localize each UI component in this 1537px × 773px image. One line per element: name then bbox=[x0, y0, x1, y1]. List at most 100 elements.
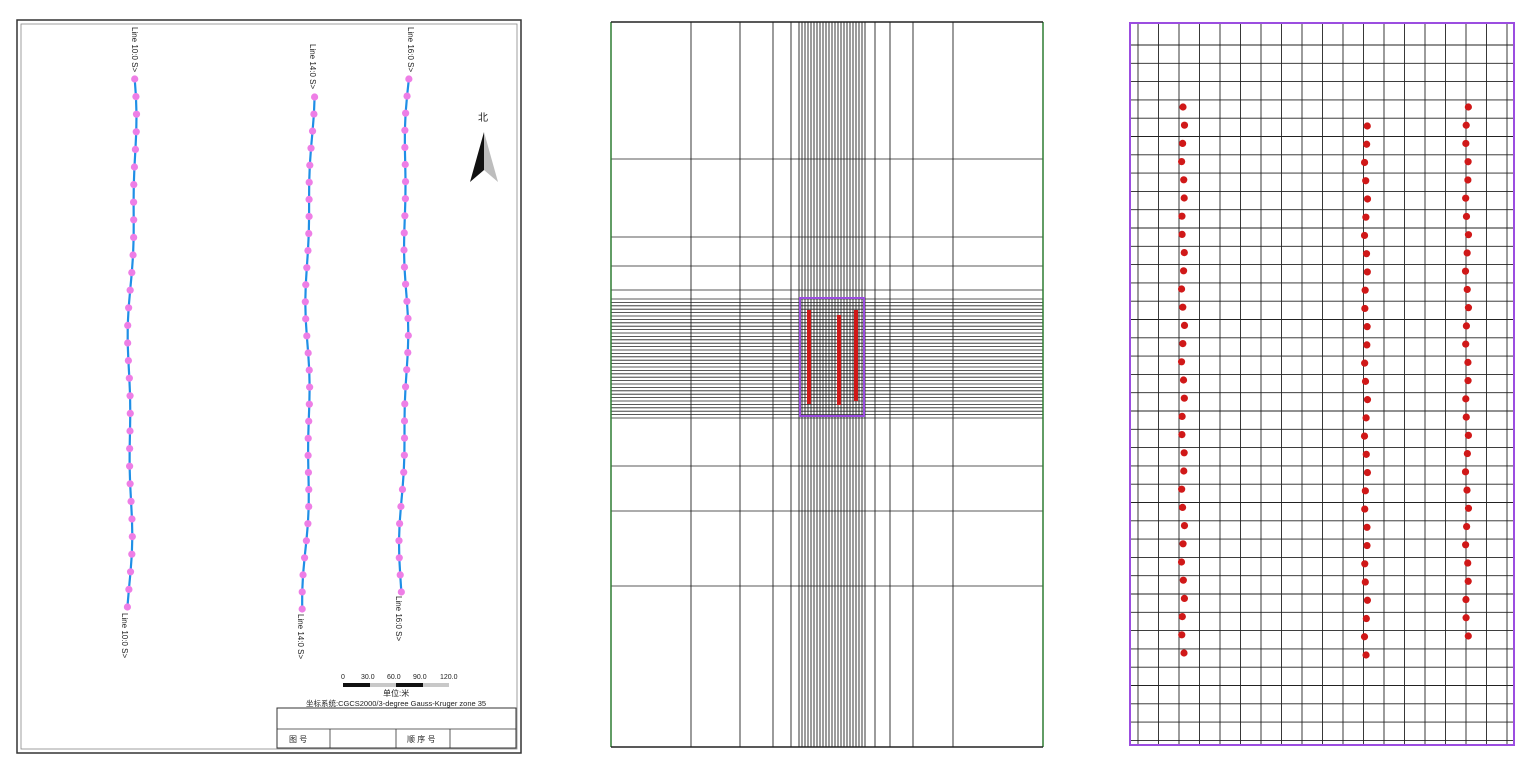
line-10-station bbox=[123, 603, 132, 611]
line-10-electrode-point bbox=[1179, 103, 1187, 111]
line-16-electrode-point bbox=[1464, 231, 1473, 239]
line-14-electrode-point bbox=[1360, 432, 1369, 440]
scale-segment bbox=[343, 683, 370, 687]
line-14-station bbox=[298, 588, 306, 596]
line-10-station bbox=[124, 357, 132, 365]
line-16-electrode-point bbox=[1464, 632, 1472, 640]
line-14-station bbox=[305, 178, 313, 186]
line-14-station bbox=[305, 503, 313, 511]
line-10-station bbox=[124, 339, 132, 347]
line-16-electrode-point bbox=[1462, 541, 1470, 549]
line-14-electrode-point bbox=[1363, 268, 1371, 276]
line-10-electrode-point bbox=[1180, 194, 1188, 202]
line-10-station bbox=[126, 409, 134, 417]
line-16-station bbox=[396, 520, 404, 528]
line-10-electrode-point bbox=[1179, 576, 1187, 584]
line-10-electrode-point bbox=[1180, 594, 1189, 603]
electrode-grid-frame bbox=[1129, 22, 1515, 746]
line-14-electrode-point bbox=[1363, 341, 1371, 349]
title-block: 图 号 顺 序 号 bbox=[276, 707, 517, 749]
line-10-electrode-point bbox=[1179, 303, 1187, 311]
line-10-station bbox=[126, 427, 134, 435]
line-10-station bbox=[129, 251, 137, 259]
line-10-electrode-point bbox=[1178, 431, 1186, 439]
drawing-number-label: 图 号 bbox=[289, 735, 307, 744]
line-16-station bbox=[400, 229, 408, 237]
electrode-points bbox=[1177, 103, 1473, 659]
line-10-electrode-point bbox=[1180, 121, 1189, 129]
scale-tick-label: 60.0 bbox=[387, 674, 401, 681]
line-16-station bbox=[403, 366, 411, 374]
line-14-top-label: Line 14:0 S> bbox=[308, 44, 317, 89]
line-10-station bbox=[131, 145, 140, 153]
line-14-electrode-point bbox=[1361, 578, 1369, 586]
survey-map-panel: Line 10:0 S> Line 14:0 S> Line 16:0 S> L… bbox=[16, 19, 522, 754]
line-16-electrode-point bbox=[1461, 267, 1470, 275]
scale-tick-label: 30.0 bbox=[361, 674, 375, 681]
line-16-electrode-point bbox=[1462, 194, 1470, 202]
line-10-electrode-point bbox=[1180, 249, 1188, 257]
line-14-electrode-point bbox=[1360, 633, 1369, 641]
line-16-electrode-point bbox=[1462, 212, 1471, 221]
line-16-station bbox=[401, 195, 409, 203]
line-10-station bbox=[130, 181, 138, 189]
line-14-station bbox=[303, 332, 311, 340]
line-14-station bbox=[302, 537, 310, 545]
line-14-station bbox=[305, 417, 313, 425]
line-16-station bbox=[397, 502, 405, 511]
line-16-station bbox=[395, 537, 403, 545]
line-16-station bbox=[402, 109, 410, 117]
line-14-station bbox=[302, 315, 310, 323]
line-10-station bbox=[126, 568, 135, 576]
line-10-station bbox=[126, 462, 134, 470]
line-10-station bbox=[132, 110, 141, 118]
line-10-station bbox=[125, 585, 133, 594]
line-16-electrode-point bbox=[1462, 614, 1470, 622]
line-14-station bbox=[305, 212, 313, 221]
scale-unit-label: 单位:米 bbox=[383, 688, 409, 698]
line-16-station bbox=[401, 126, 409, 134]
line-14-electrode-point bbox=[1363, 195, 1372, 203]
line-10-electrode-point bbox=[1180, 449, 1188, 457]
line-10-station bbox=[126, 445, 134, 453]
line-10-electrode-point bbox=[1178, 613, 1186, 621]
line-16-station bbox=[396, 571, 404, 579]
line-10-electrode-point bbox=[1179, 139, 1187, 147]
survey-line-16-marker bbox=[854, 310, 858, 401]
line-14-station bbox=[304, 451, 312, 459]
line-16-electrode-point bbox=[1463, 522, 1471, 531]
line-16-electrode-point bbox=[1462, 322, 1471, 330]
electrode-grid-panel bbox=[1129, 22, 1515, 746]
line-16-station bbox=[395, 554, 403, 562]
line-14-electrode-point bbox=[1360, 158, 1369, 167]
line-14-electrode-point bbox=[1361, 359, 1369, 367]
line-14-electrode-point bbox=[1362, 213, 1370, 221]
line-16-electrode-point bbox=[1464, 176, 1472, 184]
line-14-electrode-point bbox=[1361, 377, 1370, 385]
line-16-electrode-point bbox=[1464, 431, 1472, 439]
line-16-station bbox=[405, 75, 413, 83]
line-14-station bbox=[305, 366, 313, 374]
line-16-station bbox=[404, 331, 412, 340]
line-14-station bbox=[310, 110, 318, 118]
line-16-station bbox=[400, 246, 408, 254]
survey-line-10-marker bbox=[807, 310, 811, 404]
line-10-electrode-point bbox=[1180, 467, 1188, 475]
line-16-station bbox=[398, 485, 407, 493]
line-14-electrode-point bbox=[1362, 651, 1370, 659]
line-14-electrode-point bbox=[1363, 323, 1371, 331]
line-10-station bbox=[127, 497, 135, 505]
line-10-electrode-point bbox=[1180, 176, 1188, 184]
line-10-electrode-point bbox=[1178, 158, 1186, 166]
line-16-electrode-point bbox=[1464, 158, 1472, 166]
line-16-electrode-point bbox=[1464, 504, 1473, 512]
electrode-grid-lines bbox=[1130, 23, 1514, 745]
line-14-electrode-point bbox=[1362, 450, 1370, 458]
scale-segment bbox=[423, 683, 449, 687]
scale-tick-label: 90.0 bbox=[413, 674, 427, 681]
scale-segment bbox=[396, 683, 423, 687]
line-16-station bbox=[403, 297, 411, 305]
line-10-station bbox=[131, 75, 139, 83]
line-14-electrode-point bbox=[1363, 523, 1371, 531]
line-14-station bbox=[305, 195, 313, 203]
